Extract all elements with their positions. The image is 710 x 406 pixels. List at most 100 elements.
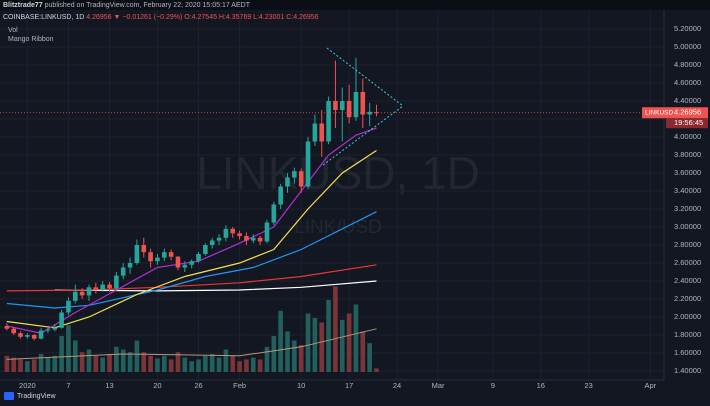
candle-body: [189, 261, 194, 265]
volume-bar: [189, 361, 194, 372]
author: Blitztrade77: [3, 2, 43, 9]
candle-body: [353, 92, 359, 118]
candle-body: [244, 236, 249, 241]
x-tick-label: 7: [66, 381, 70, 390]
ribbon-line: [6, 127, 377, 334]
y-tick-label: 4.40000: [674, 96, 701, 105]
published: published on TradingView.com, February 2…: [45, 2, 251, 9]
volume-bar: [312, 318, 318, 372]
candle-body: [285, 177, 290, 187]
y-tick-label: 4.60000: [674, 78, 701, 87]
candle-body: [312, 123, 318, 142]
volume-bar: [333, 286, 338, 372]
change: ▼ −0.01261 (−0.29%): [114, 14, 183, 21]
x-tick-label: 9: [491, 381, 495, 390]
x-tick-label: 13: [105, 381, 113, 390]
candle-body: [100, 284, 105, 290]
volume-bar: [292, 340, 297, 372]
y-tick-label: 5.00000: [674, 42, 701, 51]
x-tick-label: 24: [393, 381, 401, 390]
candle-body: [237, 233, 242, 236]
y-tick-label: 2.60000: [674, 258, 701, 267]
candle-body: [148, 252, 153, 262]
x-tick-label: 2020: [19, 381, 36, 390]
watermark: LINKUSD, 1D: [196, 147, 480, 199]
plot: [0, 57, 664, 372]
candle-body: [374, 112, 379, 114]
candle-body: [127, 263, 133, 268]
volume-bar: [285, 331, 290, 372]
volume-bar: [107, 354, 112, 372]
candle-body: [79, 291, 85, 296]
volume-bar: [319, 322, 325, 372]
volume-bar: [141, 352, 147, 372]
volume-bar: [367, 343, 372, 372]
volume-bar: [66, 325, 71, 372]
candle-body: [223, 228, 229, 238]
volume-bar: [79, 352, 85, 372]
y-tick-label: 3.60000: [674, 168, 701, 177]
volume-bar: [374, 368, 379, 372]
x-tick-label: 23: [585, 381, 593, 390]
volume-bar: [127, 352, 133, 372]
volume-bar: [93, 355, 99, 372]
annotation-line: [322, 105, 404, 166]
volume-bar: [161, 355, 167, 372]
x-tick-label: 10: [297, 381, 305, 390]
candle-body: [161, 252, 167, 258]
candle-body: [298, 171, 304, 187]
x-tick-label: 26: [194, 381, 202, 390]
volume-bar: [148, 355, 153, 372]
volume-bar: [216, 357, 222, 372]
last-price-symbol: LINKUSD: [645, 109, 673, 116]
indicator-label: Vol: [8, 27, 18, 34]
candle-body: [203, 245, 208, 254]
candle-body: [93, 287, 99, 290]
volume-bar: [326, 300, 331, 372]
y-tick-label: 4.80000: [674, 60, 701, 69]
candle-body: [18, 333, 23, 337]
candle-body: [120, 267, 126, 276]
candle-body: [114, 275, 119, 289]
volume-bar: [271, 336, 277, 372]
volume-bar: [339, 319, 345, 372]
volume-bar: [209, 354, 215, 372]
volume-bar: [59, 336, 64, 372]
volume-bar: [346, 313, 352, 372]
candle-body: [45, 329, 51, 331]
candle-body: [107, 284, 112, 289]
volume-bar: [11, 357, 16, 372]
volume-bar: [31, 359, 37, 372]
candle-body: [333, 101, 338, 110]
x-tick-label: Mar: [432, 381, 445, 390]
volume-bar: [4, 355, 10, 372]
volume-bar: [360, 331, 366, 372]
candle-body: [339, 101, 345, 110]
volume-bar: [38, 354, 44, 372]
symbol: COINBASE:LINKUSD, 1D: [3, 14, 84, 21]
candle-body: [31, 335, 37, 339]
y-tick-label: 2.80000: [674, 240, 701, 249]
volume-bar: [196, 359, 201, 372]
candle-body: [216, 237, 222, 241]
volume-bar: [134, 340, 140, 372]
x-tick-label: 16: [537, 381, 545, 390]
volume-bar: [257, 359, 263, 372]
volume-bar: [237, 361, 242, 372]
candle-body: [175, 256, 181, 268]
volume-bar: [244, 359, 249, 372]
countdown-box: [666, 118, 708, 129]
top-bar: [0, 0, 710, 10]
volume-bar: [114, 346, 119, 372]
brand: TradingView: [4, 392, 56, 400]
last: 4.26956: [86, 14, 111, 21]
triangle-annotation: [322, 47, 404, 166]
grid: [0, 10, 664, 380]
last-price-box: [642, 107, 708, 119]
x-tick-label: 20: [153, 381, 161, 390]
ribbon-line: [6, 211, 377, 309]
candle-body: [52, 327, 58, 330]
axes: 1.40000 1.60000 1.80000 2.00000 2.20000 2.400…: [19, 24, 708, 390]
